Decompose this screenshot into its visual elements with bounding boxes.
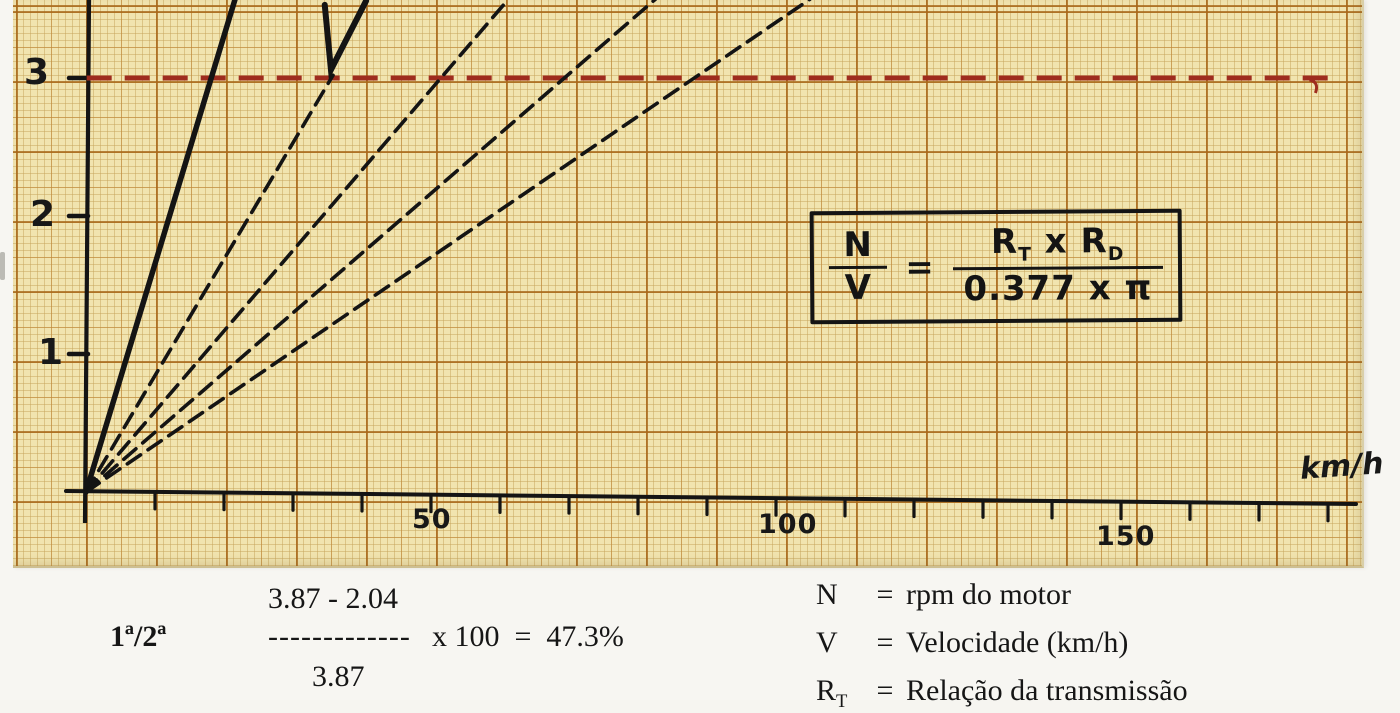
x-axis-unit-label: km/h [1298,446,1385,487]
formula-box: N V = RT x RD 0.377 x π [809,208,1183,325]
formula-equals-sign: = [905,246,935,288]
scan-smudge [0,252,5,280]
legend-equals: = [876,674,894,707]
formula-lhs-denominator: V [844,267,873,309]
formula-rhs-fraction: RT x RD 0.377 x π [952,221,1163,310]
calc-result: x 100 = 47.3% [432,620,624,653]
calc-fraction-bar: ------------- [268,620,411,653]
legend-text: rpm do motor [906,578,1071,611]
y-tick-label-2: 2 [30,194,56,235]
formula-rhs-numerator: RT x RD [990,221,1125,266]
legend-symbol: N [816,578,838,611]
formula-lhs-fraction: N V [829,225,888,309]
x-tick-label-150: 150 [1096,521,1156,552]
legend-symbol: RT [816,674,848,712]
formula-lhs-numerator: N [843,225,873,266]
y-tick-label-1: 1 [38,332,64,373]
gear-pair-label: 1ª/2ª [110,620,167,653]
formula-rhs-denominator: 0.377 x π [963,268,1153,310]
legend-text: Velocidade (km/h) [906,626,1129,659]
calc-numerator: 3.87 - 2.04 [268,582,398,615]
symbol-legend: N = rpm do motor V = Velocidade (km/h) R… [812,578,1188,713]
x-tick-label-50: 50 [412,504,452,535]
legend-equals: = [876,578,894,611]
y-tick-label-3: 3 [24,52,50,93]
legend-symbol: V [816,626,838,659]
legend-equals: = [876,626,894,659]
calc-denominator: 3.87 [312,660,365,693]
legend-text: Relação da transmissão [906,674,1188,707]
x-tick-label-100: 100 [758,509,818,540]
